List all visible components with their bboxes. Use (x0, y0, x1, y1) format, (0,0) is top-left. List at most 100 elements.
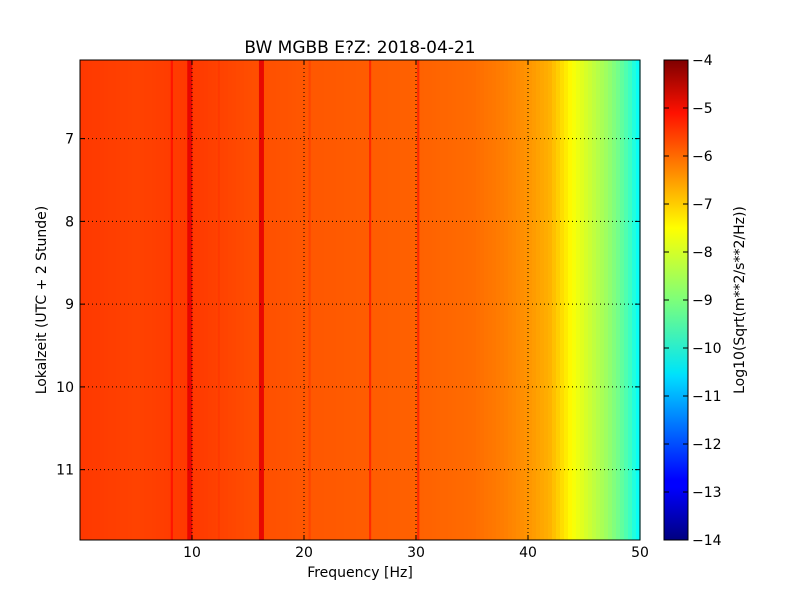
heatmap-band (180, 60, 185, 540)
heatmap-band (636, 60, 641, 540)
heatmap-band (424, 60, 429, 540)
x-tick-label: 50 (631, 545, 649, 561)
heatmap-band (512, 60, 517, 540)
x-axis-ticks: 10 20 30 40 50 (183, 60, 649, 561)
heatmap-band (116, 60, 121, 540)
heatmap-band (356, 60, 361, 540)
heatmap-band (288, 60, 293, 540)
heatmap-band (612, 60, 617, 540)
heatmap-band (588, 60, 593, 540)
heatmap-band (164, 60, 169, 540)
heatmap-band (136, 60, 141, 540)
heatmap-band (140, 60, 145, 540)
heatmap-band (544, 60, 549, 540)
heatmap-band (620, 60, 625, 540)
heatmap-band (292, 60, 297, 540)
heatmap-band (280, 60, 285, 540)
heatmap-band (508, 60, 513, 540)
heatmap-band (304, 60, 309, 540)
heatmap-band (396, 60, 401, 540)
heatmap-band (452, 60, 457, 540)
heatmap-band (212, 60, 217, 540)
heatmap-band (328, 60, 333, 540)
heatmap-band (564, 60, 569, 540)
heatmap-band (228, 60, 233, 540)
heatmap-band (596, 60, 601, 540)
heatmap-band (440, 60, 445, 540)
heatmap-band (156, 60, 161, 540)
heatmap-band (584, 60, 589, 540)
heatmap-band (548, 60, 553, 540)
heatmap-band (336, 60, 341, 540)
heatmap-band (220, 60, 225, 540)
heatmap-band (340, 60, 345, 540)
heatmap-band (500, 60, 505, 540)
colorbar-tick-label: −9 (692, 293, 713, 309)
heatmap-band (604, 60, 609, 540)
heatmap-band (364, 60, 369, 540)
peak-bands (170, 60, 420, 540)
heatmap-image (80, 60, 641, 540)
heatmap-band (144, 60, 149, 540)
heatmap-band (132, 60, 137, 540)
heatmap-band (152, 60, 157, 540)
heatmap-band (468, 60, 473, 540)
heatmap-band (224, 60, 229, 540)
heatmap-band (284, 60, 289, 540)
peak-band (217, 60, 220, 540)
heatmap-band (248, 60, 253, 540)
y-tick-label: 10 (56, 380, 74, 396)
heatmap-band (524, 60, 529, 540)
peak-band (170, 60, 173, 540)
heatmap-band (120, 60, 125, 540)
y-tick-label: 7 (65, 132, 74, 148)
colorbar-ticks: −4 −5 −6 −7 −8 −9 −10 −11 −12 −13 −14 (664, 53, 722, 549)
heatmap-band (580, 60, 585, 540)
heatmap-band (184, 60, 189, 540)
colorbar-tick-label: −4 (692, 53, 713, 69)
y-tick-label: 8 (65, 214, 74, 230)
colorbar-tick-label: −7 (692, 197, 713, 213)
heatmap-band (476, 60, 481, 540)
peak-band (417, 60, 420, 540)
colorbar-tick-label: −8 (692, 245, 713, 261)
heatmap-band (128, 60, 133, 540)
heatmap-band (148, 60, 153, 540)
heatmap-band (624, 60, 629, 540)
heatmap-band (576, 60, 581, 540)
heatmap-band (168, 60, 173, 540)
heatmap-band (344, 60, 349, 540)
heatmap-band (536, 60, 541, 540)
heatmap-band (88, 60, 93, 540)
heatmap-band (372, 60, 377, 540)
heatmap-band (92, 60, 97, 540)
heatmap-band (96, 60, 101, 540)
heatmap-band (600, 60, 605, 540)
heatmap-band (236, 60, 241, 540)
heatmap-band (436, 60, 441, 540)
heatmap-band (272, 60, 277, 540)
x-tick-label: 10 (183, 545, 201, 561)
grid-lines (80, 60, 640, 540)
heatmap-band (276, 60, 281, 540)
heatmap-band (268, 60, 273, 540)
y-tick-label: 11 (56, 463, 74, 479)
heatmap-band (112, 60, 117, 540)
heatmap-band (408, 60, 413, 540)
heatmap-band (632, 60, 637, 540)
colorbar-tick-label: −13 (692, 485, 722, 501)
heatmap-band (380, 60, 385, 540)
heatmap-band (540, 60, 545, 540)
heatmap-band (160, 60, 165, 540)
heatmap-band (316, 60, 321, 540)
heatmap-band (400, 60, 405, 540)
heatmap-band (592, 60, 597, 540)
heatmap-band (460, 60, 465, 540)
heatmap-band (484, 60, 489, 540)
peak-band (258, 60, 264, 540)
heatmap-band (492, 60, 497, 540)
heatmap-band (556, 60, 561, 540)
heatmap-band (360, 60, 365, 540)
heatmap-band (432, 60, 437, 540)
